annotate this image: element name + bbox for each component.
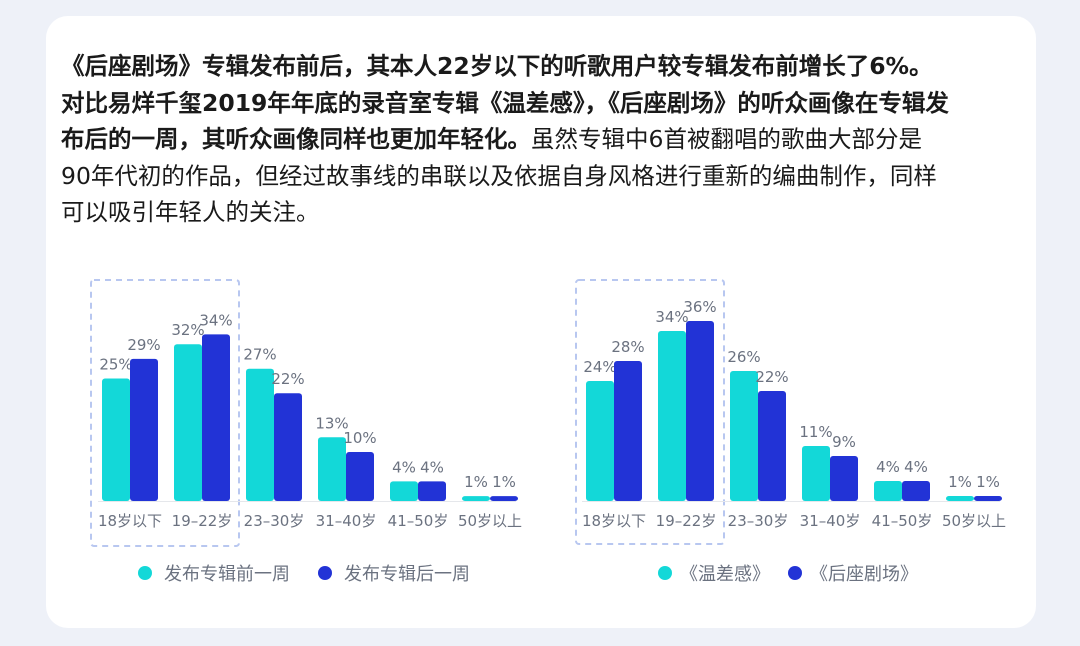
data-label: 13% bbox=[315, 414, 348, 432]
data-label: 28% bbox=[611, 338, 644, 356]
x-tick-label: 31–40岁 bbox=[316, 512, 377, 530]
legend-item: 《温差感》 bbox=[658, 560, 770, 586]
legend-label: 发布专辑后一周 bbox=[344, 564, 470, 585]
x-tick-label: 41–50岁 bbox=[388, 512, 449, 530]
legend-swatch bbox=[658, 566, 672, 580]
x-tick-label: 41–50岁 bbox=[872, 512, 933, 530]
legend-label: 《后座剧场》 bbox=[810, 564, 918, 585]
bar bbox=[802, 446, 830, 501]
bar bbox=[390, 481, 418, 501]
data-label: 1% bbox=[492, 473, 516, 491]
bar bbox=[730, 371, 758, 501]
data-label: 24% bbox=[583, 358, 616, 376]
content-card bbox=[46, 16, 1036, 628]
bar bbox=[130, 358, 158, 501]
x-tick-label: 18岁以下 bbox=[582, 512, 646, 530]
bar bbox=[902, 481, 930, 501]
bar bbox=[202, 334, 230, 501]
legend-swatch bbox=[318, 566, 332, 580]
bar bbox=[462, 496, 490, 501]
bar bbox=[274, 393, 302, 501]
legend-item: 发布专辑后一周 bbox=[318, 560, 470, 586]
data-label: 34% bbox=[199, 311, 232, 329]
data-label: 25% bbox=[99, 356, 132, 374]
bar bbox=[102, 378, 130, 501]
bar bbox=[686, 321, 714, 501]
data-label: 4% bbox=[420, 458, 444, 476]
bar bbox=[346, 452, 374, 501]
bar bbox=[758, 391, 786, 501]
data-label: 1% bbox=[948, 473, 972, 491]
x-tick-label: 19–22岁 bbox=[172, 512, 233, 530]
bar bbox=[246, 368, 274, 501]
x-tick-label: 50岁以上 bbox=[458, 512, 522, 530]
legend-label: 发布专辑前一周 bbox=[164, 564, 290, 585]
data-label: 4% bbox=[876, 458, 900, 476]
data-label: 34% bbox=[655, 308, 688, 326]
data-label: 10% bbox=[343, 429, 376, 447]
x-tick-label: 31–40岁 bbox=[800, 512, 861, 530]
bar bbox=[490, 496, 518, 501]
bar bbox=[974, 496, 1002, 501]
data-label: 22% bbox=[271, 370, 304, 388]
x-tick-label: 19–22岁 bbox=[656, 512, 717, 530]
bar bbox=[946, 496, 974, 501]
bar bbox=[874, 481, 902, 501]
x-tick-label: 50岁以上 bbox=[942, 512, 1006, 530]
bar bbox=[318, 437, 346, 501]
data-label: 4% bbox=[904, 458, 928, 476]
data-label: 9% bbox=[832, 433, 856, 451]
normal-text: 虽然专辑中6首被翻唱的歌曲大部分是90年代初的作品，但经过故事线的串联以及依据自… bbox=[61, 125, 937, 226]
data-label: 1% bbox=[464, 473, 488, 491]
legend-swatch bbox=[788, 566, 802, 580]
bar bbox=[586, 381, 614, 501]
bar bbox=[658, 331, 686, 501]
data-label: 11% bbox=[799, 423, 832, 441]
data-label: 29% bbox=[127, 336, 160, 354]
data-label: 4% bbox=[392, 458, 416, 476]
data-label: 22% bbox=[755, 368, 788, 386]
legend-item: 《后座剧场》 bbox=[788, 560, 918, 586]
bold-text: 《后座剧场》专辑发布前后，其本人22岁以下的听歌用户较专辑发布前增长了6%。对比… bbox=[61, 52, 949, 153]
x-tick-label: 23–30岁 bbox=[244, 512, 305, 530]
highlight-box bbox=[575, 279, 725, 545]
legend-item: 发布专辑前一周 bbox=[138, 560, 290, 586]
x-tick-label: 23–30岁 bbox=[728, 512, 789, 530]
x-tick-label: 18岁以下 bbox=[98, 512, 162, 530]
bar bbox=[418, 481, 446, 501]
legend-label: 《温差感》 bbox=[680, 564, 770, 585]
data-label: 26% bbox=[727, 348, 760, 366]
highlight-box bbox=[90, 279, 240, 547]
legend-left: 发布专辑前一周 发布专辑后一周 bbox=[138, 560, 498, 586]
bar bbox=[174, 344, 202, 501]
legend-right: 《温差感》 《后座剧场》 bbox=[658, 560, 946, 586]
data-label: 27% bbox=[243, 346, 276, 364]
legend-swatch bbox=[138, 566, 152, 580]
bar bbox=[614, 361, 642, 501]
data-label: 32% bbox=[171, 321, 204, 339]
data-label: 36% bbox=[683, 298, 716, 316]
data-label: 1% bbox=[976, 473, 1000, 491]
description-paragraph: 《后座剧场》专辑发布前后，其本人22岁以下的听歌用户较专辑发布前增长了6%。对比… bbox=[61, 48, 951, 231]
bar bbox=[830, 456, 858, 501]
